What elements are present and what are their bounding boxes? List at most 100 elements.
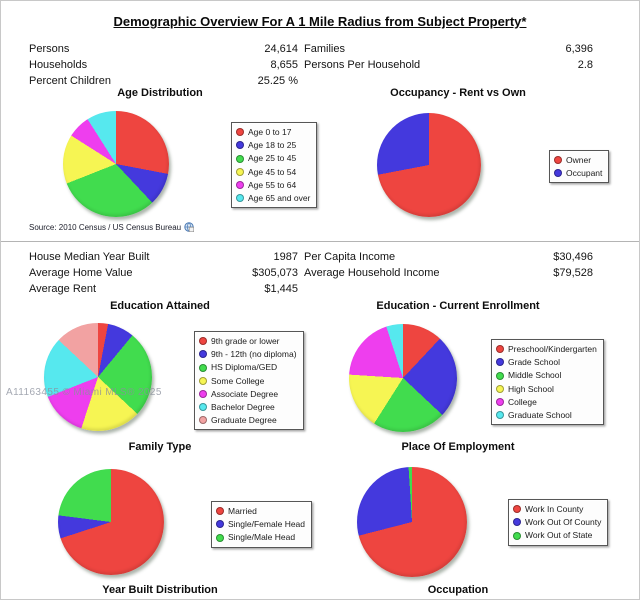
stat-label: House Median Year Built bbox=[29, 251, 150, 263]
legend-item: Work In County bbox=[513, 503, 601, 515]
legend-item: Graduate School bbox=[496, 409, 597, 421]
legend-color-swatch-icon bbox=[496, 358, 504, 367]
legend-color-swatch-icon bbox=[216, 533, 224, 542]
pie-family-type bbox=[58, 469, 164, 575]
legend-item: Single/Male Head bbox=[216, 531, 305, 543]
legend-item: Associate Degree bbox=[199, 388, 297, 400]
stat-row: House Median Year Built 1987 Per Capita … bbox=[29, 249, 593, 265]
legend-label: Bachelor Degree bbox=[211, 402, 275, 413]
legend-family-type: Married Single/Female Head Single/Male Hea… bbox=[211, 501, 313, 548]
stat-row: Persons 24,614 Families 6,396 bbox=[29, 41, 593, 57]
legend-age-distribution: Age 0 to 17 Age 18 to 25 Age 25 to 45 Age 4… bbox=[231, 122, 318, 209]
legend-label: Owner bbox=[566, 155, 592, 165]
stat-value: 1987 bbox=[273, 251, 298, 263]
stat-value: $1,445 bbox=[264, 283, 298, 295]
legend-place-of-employment: Work In County Work Out Of County Work Out… bbox=[508, 499, 609, 546]
legend-color-swatch-icon bbox=[236, 180, 244, 189]
legend-color-swatch-icon bbox=[216, 520, 224, 529]
stat-label: Families bbox=[304, 43, 345, 55]
legend-education-enrollment: Preschool/Kindergarten Grade School Middle… bbox=[491, 339, 604, 426]
legend-item: Age 55 to 64 bbox=[236, 179, 310, 191]
legend-item: Graduate Degree bbox=[199, 414, 297, 426]
legend-color-swatch-icon bbox=[496, 397, 504, 406]
stat-value: 6,396 bbox=[565, 43, 593, 55]
stat-value bbox=[514, 281, 593, 297]
legend-label: Some College bbox=[211, 375, 265, 386]
legend-item: Bachelor Degree bbox=[199, 401, 297, 413]
legend-label: Work Out Of County bbox=[525, 517, 602, 528]
pie-place-of-employment bbox=[357, 467, 467, 577]
legend-color-swatch-icon bbox=[236, 128, 244, 137]
legend-item: Single/Female Head bbox=[216, 518, 305, 530]
legend-item: College bbox=[496, 396, 597, 408]
source-line: Source: 2010 Census / US Census Bureau bbox=[29, 222, 195, 233]
source-text: Source: 2010 Census / US Census Bureau bbox=[29, 222, 182, 232]
stat-label: Persons Per Household bbox=[304, 59, 421, 71]
legend-label: Associate Degree bbox=[211, 388, 279, 399]
legend-item: Work Out Of County bbox=[513, 516, 601, 528]
pie-education-enrollment bbox=[349, 324, 457, 432]
stat-row: Percent Children 25.25 % bbox=[29, 73, 593, 89]
stat-value: 8,655 bbox=[270, 59, 298, 71]
chart-title-education-enrollment: Education - Current Enrollment bbox=[376, 300, 540, 312]
legend-label: High School bbox=[508, 383, 554, 394]
legend-label: Graduate Degree bbox=[211, 415, 277, 426]
legend-item: Age 18 to 25 bbox=[236, 139, 310, 151]
chart-title-occupation: Occupation bbox=[427, 584, 489, 596]
legend-color-swatch-icon bbox=[496, 371, 504, 380]
legend-color-swatch-icon bbox=[199, 403, 207, 412]
legend-label: Age 18 to 25 bbox=[248, 140, 297, 151]
external-link-icon[interactable] bbox=[184, 222, 195, 233]
legend-color-swatch-icon bbox=[513, 505, 521, 514]
legend-color-swatch-icon bbox=[199, 350, 207, 359]
legend-color-swatch-icon bbox=[513, 518, 521, 527]
legend-item: Preschool/Kindergarten bbox=[496, 343, 597, 355]
stat-label: Average Home Value bbox=[29, 267, 133, 279]
legend-item: Owner bbox=[554, 154, 602, 166]
stat-label: Per Capita Income bbox=[304, 251, 396, 263]
chart-title-age-distribution: Age Distribution bbox=[117, 87, 203, 99]
legend-label: College bbox=[508, 396, 537, 407]
legend-label: HS Diploma/GED bbox=[211, 362, 278, 373]
legend-color-swatch-icon bbox=[236, 141, 244, 150]
legend-color-swatch-icon bbox=[513, 531, 521, 540]
legend-label: Age 65 and over bbox=[248, 193, 311, 204]
legend-item: 9th - 12th (no diploma) bbox=[199, 348, 297, 360]
page-title: Demographic Overview For A 1 Mile Radius… bbox=[113, 14, 527, 29]
legend-color-swatch-icon bbox=[216, 507, 224, 516]
stat-row: Average Home Value $305,073 Average Hous… bbox=[29, 265, 593, 281]
legend-color-swatch-icon bbox=[496, 411, 504, 420]
legend-item: Work Out of State bbox=[513, 529, 601, 541]
legend-label: 9th - 12th (no diploma) bbox=[211, 349, 297, 360]
stat-value: $79,528 bbox=[553, 267, 593, 279]
stat-value: 2.8 bbox=[577, 59, 593, 71]
legend-color-swatch-icon bbox=[554, 169, 562, 178]
legend-color-swatch-icon bbox=[236, 194, 244, 203]
stat-row: Households 8,655 Persons Per Household 2… bbox=[29, 57, 593, 73]
legend-label: Age 25 to 45 bbox=[248, 153, 297, 164]
stat-value: $30,496 bbox=[553, 251, 593, 263]
population-stats: Persons 24,614 Families 6,396 Households… bbox=[29, 41, 593, 89]
legend-label: Age 45 to 54 bbox=[248, 166, 297, 177]
section-divider bbox=[1, 241, 639, 242]
legend-item: Some College bbox=[199, 375, 297, 387]
pie-education-attained bbox=[44, 323, 152, 431]
legend-color-swatch-icon bbox=[199, 363, 207, 372]
legend-education-attained: 9th grade or lower 9th - 12th (no diploma… bbox=[194, 331, 304, 431]
legend-color-swatch-icon bbox=[199, 337, 207, 346]
legend-label: Middle School bbox=[508, 370, 562, 381]
stat-label: Persons bbox=[29, 43, 70, 55]
legend-item: Age 45 to 54 bbox=[236, 166, 310, 178]
legend-label: Work In County bbox=[525, 504, 584, 514]
legend-color-swatch-icon bbox=[554, 156, 562, 165]
chart-title-occupancy: Occupancy - Rent vs Own bbox=[390, 87, 526, 99]
legend-item: Middle School bbox=[496, 369, 597, 381]
watermark: A11163455 © Miami MLS® 2025 bbox=[6, 387, 162, 398]
legend-item: High School bbox=[496, 383, 597, 395]
legend-label: Married bbox=[228, 506, 257, 516]
legend-color-swatch-icon bbox=[199, 416, 207, 425]
pie-occupancy bbox=[377, 113, 481, 217]
chart-title-place-of-employment: Place Of Employment bbox=[401, 441, 515, 453]
legend-item: Age 65 and over bbox=[236, 192, 310, 204]
